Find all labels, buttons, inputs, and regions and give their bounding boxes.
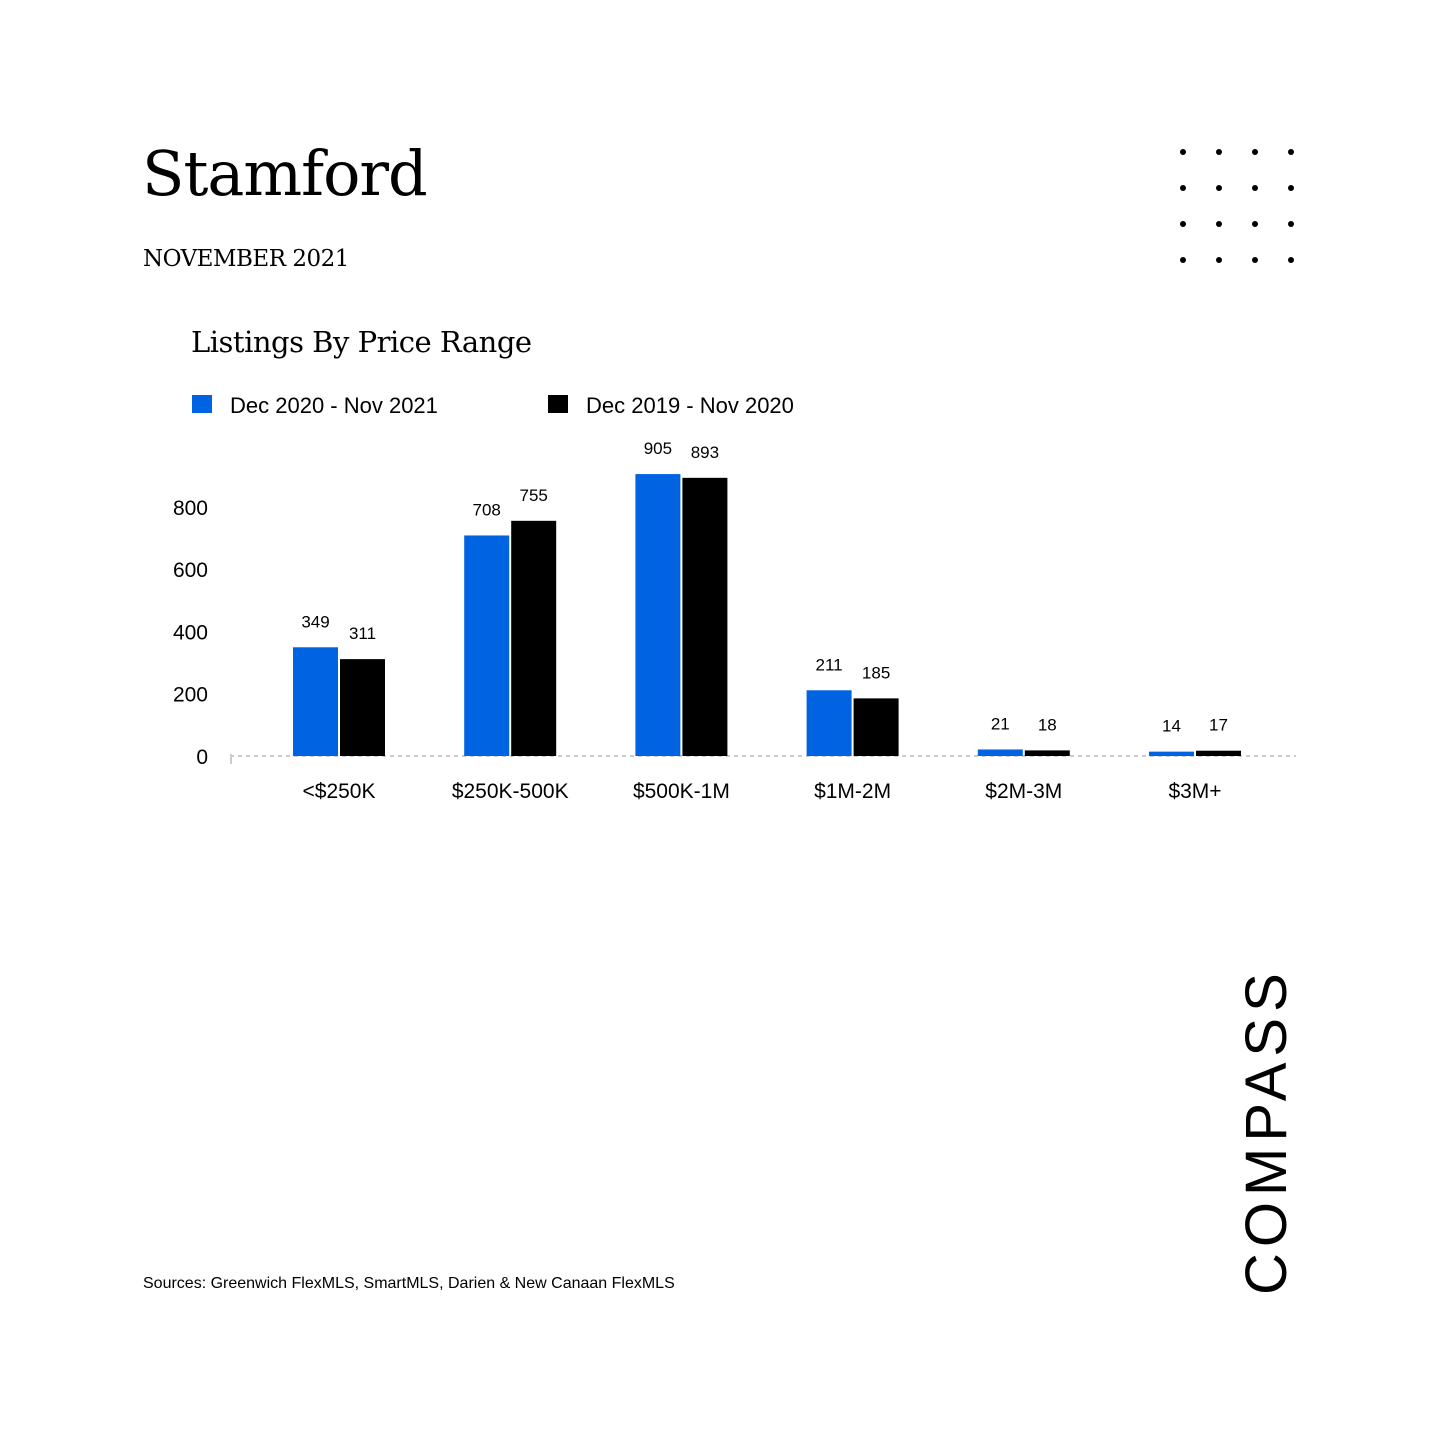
x-tick-label: $1M-2M: [814, 780, 891, 803]
data-label: 185: [862, 663, 890, 682]
data-label: 893: [691, 443, 719, 462]
decorative-dot: [1252, 149, 1258, 155]
data-label: 17: [1209, 716, 1228, 735]
bar: [1024, 750, 1070, 756]
y-tick-label: 800: [173, 497, 208, 520]
decorative-dot: [1216, 257, 1222, 263]
decorative-dot: [1252, 257, 1258, 263]
x-tick-label: $500K-1M: [633, 780, 730, 803]
y-tick-label: 200: [173, 684, 208, 707]
decorative-dot: [1216, 185, 1222, 191]
bar: [853, 698, 899, 756]
bar: [806, 690, 852, 756]
legend-label: Dec 2020 - Nov 2021: [230, 393, 438, 418]
data-label: 708: [473, 500, 501, 519]
x-tick-label: $3M+: [1168, 780, 1221, 803]
sources-note: Sources: Greenwich FlexMLS, SmartMLS, Da…: [143, 1275, 675, 1292]
data-label: 18: [1038, 715, 1057, 734]
bar: [1149, 751, 1194, 756]
compass-logo: COMPASS: [1234, 967, 1299, 1295]
page-title: Stamford: [142, 137, 428, 210]
data-label: 211: [816, 655, 843, 674]
data-label: 905: [644, 439, 672, 458]
bar: [977, 749, 1023, 756]
legend-swatch: [548, 395, 568, 413]
bar: [635, 474, 681, 756]
chart-title: Listings By Price Range: [191, 325, 532, 359]
decorative-dot: [1288, 257, 1294, 263]
decorative-dot: [1288, 185, 1294, 191]
data-label: 14: [1162, 717, 1181, 736]
decorative-dot: [1216, 149, 1222, 155]
compass-logo-text: COMPASS: [1234, 967, 1299, 1295]
bar: [293, 647, 338, 756]
bar: [1196, 750, 1241, 756]
data-label: 349: [301, 612, 329, 631]
x-tick-label: $250K-500K: [452, 780, 569, 803]
decorative-dot: [1180, 185, 1186, 191]
bar: [464, 535, 510, 756]
y-tick-label: 0: [196, 746, 208, 769]
bar-chart: Dec 2020 - Nov 2021 Dec 2019 - Nov 2020 0 2…: [173, 393, 1296, 803]
bar: [682, 477, 728, 756]
x-tick-label: <$250K: [303, 780, 376, 803]
y-tick-label: 400: [173, 621, 208, 644]
decorative-dot: [1180, 149, 1186, 155]
report-date: NOVEMBER 2021: [143, 246, 349, 272]
decorative-dot: [1180, 221, 1186, 227]
decorative-dot: [1252, 185, 1258, 191]
decorative-dot: [1216, 221, 1222, 227]
legend-label: Dec 2019 - Nov 2020: [586, 393, 794, 418]
decorative-dot: [1180, 257, 1186, 263]
data-label: 21: [991, 714, 1010, 733]
data-label: 755: [520, 486, 548, 505]
decorative-dot-grid: [1180, 149, 1294, 263]
y-tick-label: 600: [173, 559, 208, 582]
data-label: 311: [349, 624, 376, 643]
decorative-dot: [1288, 149, 1294, 155]
decorative-dot: [1288, 221, 1294, 227]
decorative-dot: [1252, 221, 1258, 227]
bar: [340, 659, 385, 756]
x-tick-label: $2M-3M: [985, 780, 1062, 803]
legend-swatch: [192, 395, 212, 413]
bar: [511, 520, 557, 756]
